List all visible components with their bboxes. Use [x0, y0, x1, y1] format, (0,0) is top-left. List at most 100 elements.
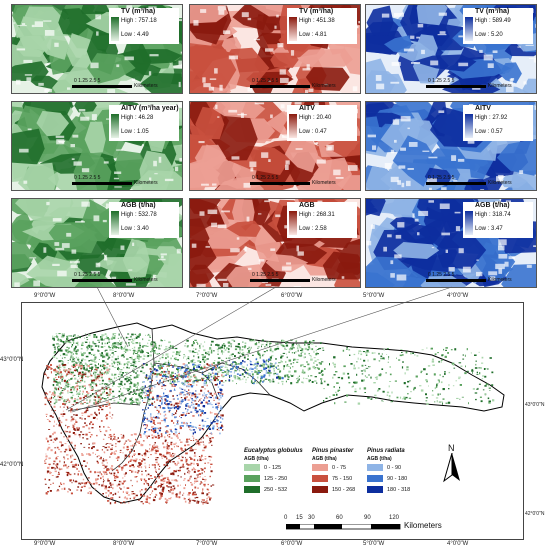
panel-legend-title: TV (m³/ha) — [299, 8, 334, 15]
panel-legend-title: TV (m³/ha) — [475, 8, 510, 15]
scale-tick-15: 15 — [296, 515, 303, 521]
panel-legend-ramp — [289, 211, 297, 235]
main-scale-bar: 0 15 30 60 90 120 Kilometers — [284, 515, 484, 535]
lon-label-top-4w: 4°0'0"W — [447, 293, 469, 299]
panel-legend-title: AITV — [475, 105, 491, 112]
legend-euc-swatch-3 — [244, 486, 260, 493]
legend-rad-label-1: 0 - 90 — [387, 465, 402, 471]
panel-legend-high: High : 46.28 — [121, 115, 154, 121]
legend-rad-label-2: 90 - 180 — [387, 476, 408, 482]
main-map-canvas — [41, 322, 505, 505]
scale-unit: Kilometers — [404, 521, 442, 530]
main-map: Eucalyptus globulus AGB (t/ha) 0 - 125 1… — [21, 302, 524, 540]
panel-raster-radiata-agb — [366, 199, 536, 287]
panel-pinaster-agb: AGB High : 268.31 Low : 2.58 Kilometers 0 1.… — [189, 198, 361, 288]
panel-legend-low: Low : 4.49 — [121, 32, 149, 38]
scale-tick-30: 30 — [308, 515, 315, 521]
panel-legend-ramp — [465, 114, 473, 138]
panel-scale-bar: Kilometers — [72, 180, 158, 187]
panel-legend-title: AGB (t/ha) — [475, 202, 510, 209]
legend-pin-swatch-1 — [312, 464, 328, 471]
legend-rad-sub: AGB (t/ha) — [367, 456, 392, 462]
panel-scale-bar: Kilometers — [426, 277, 512, 284]
legend-euc-swatch-2 — [244, 475, 260, 482]
panel-scale-graphic — [426, 279, 486, 282]
panel-legend-high: High : 757.18 — [121, 18, 157, 24]
panel-legend-low: Low : 1.05 — [121, 129, 149, 135]
panel-scale-bar: Kilometers — [250, 180, 336, 187]
scale-tick-60: 60 — [336, 515, 343, 521]
panel-pinaster-aitv: AITV High : 20.40 Low : 0.47 Kilometers 0 1.… — [189, 101, 361, 191]
legend-rad-swatch-1 — [367, 464, 383, 471]
legend-pin-label-2: 75 - 150 — [332, 476, 353, 482]
panel-scale-unit: Kilometers — [134, 277, 158, 283]
pixels-pinaster-south — [102, 433, 215, 505]
panel-legend-high: High : 532.78 — [121, 212, 157, 218]
panel-scale-bar: Kilometers — [72, 277, 158, 284]
panel-scale-unit: Kilometers — [312, 83, 336, 89]
panel-legend-low: Low : 4.81 — [299, 32, 327, 38]
lon-label-top-7w: 7°0'0"W — [196, 293, 218, 299]
panel-legend-title: AITV (m³/ha year) — [121, 105, 179, 112]
panel-radiata-aitv: AITV High : 27.92 Low : 0.57 Kilometers 0 1.… — [365, 101, 537, 191]
panel-legend-pinaster-tv: TV (m³/ha) High : 451.38 Low : 4.81 — [287, 8, 357, 44]
lon-label-top-6w: 6°0'0"W — [281, 293, 303, 299]
legend-rad-swatch-2 — [367, 475, 383, 482]
north-arrow: N — [440, 443, 464, 483]
panel-legend-radiata-tv: TV (m³/ha) High : 589.49 Low : 5.20 — [463, 8, 533, 44]
legend-euc-sub: AGB (t/ha) — [244, 456, 269, 462]
panel-eucalyptus-tv: TV (m³/ha) High : 757.18 Low : 4.49 Kilomet… — [11, 4, 183, 94]
panel-legend-ramp — [111, 211, 119, 235]
lat-label-left-42n: 42°0'0"N — [0, 462, 24, 468]
lon-label-top-5w: 5°0'0"W — [363, 293, 385, 299]
panel-legend-pinaster-aitv: AITV High : 20.40 Low : 0.47 — [287, 105, 357, 141]
panel-legend-eucalyptus-aitv: AITV (m³/ha year) High : 46.28 Low : 1.05 — [109, 105, 179, 141]
lat-label-right-42n: 42°0'0"N — [525, 511, 545, 517]
legend-rad-label-3: 180 - 318 — [387, 487, 411, 493]
panel-eucalyptus-agb: AGB (t/ha) High : 532.78 Low : 3.40 Kilomet… — [11, 198, 183, 288]
panel-eucalyptus-aitv: AITV (m³/ha year) High : 46.28 Low : 1.05 K… — [11, 101, 183, 191]
lon-label-bottom-7w: 7°0'0"W — [196, 541, 218, 547]
panel-scale-unit: Kilometers — [134, 83, 158, 89]
panel-legend-low: Low : 0.57 — [475, 129, 503, 135]
legend-euc-title: Eucalyptus globulus — [244, 448, 303, 454]
panel-radiata-tv: TV (m³/ha) High : 589.49 Low : 5.20 Kilomet… — [365, 4, 537, 94]
lon-label-bottom-8w: 8°0'0"W — [113, 541, 135, 547]
panel-scale-graphic — [426, 182, 486, 185]
north-label: N — [448, 443, 455, 453]
panel-scale-graphic — [250, 182, 310, 185]
panel-legend-title: TV (m³/ha) — [121, 8, 156, 15]
legend-euc-label-2: 125 - 250 — [264, 476, 288, 482]
panel-legend-high: High : 27.92 — [475, 115, 508, 121]
legend-euc-label-3: 250 - 532 — [264, 487, 288, 493]
panel-scale-bar: Kilometers — [426, 83, 512, 90]
panel-legend-ramp — [465, 17, 473, 41]
legend-pin-title: Pinus pinaster — [312, 448, 354, 454]
panel-scale-unit: Kilometers — [488, 83, 512, 89]
legend-pin-label-1: 0 - 75 — [332, 465, 347, 471]
legend-rad-title: Pinus radiata — [367, 448, 405, 454]
panel-scale-graphic — [250, 85, 310, 88]
panel-scale-numbers: 0 1.25 2.5 5 — [74, 78, 101, 84]
lon-label-top-8w: 8°0'0"W — [113, 293, 135, 299]
panel-legend-ramp — [465, 211, 473, 235]
panel-legend-title: AGB (t/ha) — [121, 202, 156, 209]
panel-scale-bar: Kilometers — [72, 83, 158, 90]
panel-legend-ramp — [111, 17, 119, 41]
panel-legend-low: Low : 3.47 — [475, 226, 503, 232]
legend-pin-sub: AGB (t/ha) — [312, 456, 337, 462]
lat-label-right-43n: 43°0'0"N — [525, 402, 545, 408]
panel-scale-graphic — [72, 279, 132, 282]
panel-radiata-agb: AGB (t/ha) High : 318.74 Low : 3.47 Kilomet… — [365, 198, 537, 288]
panel-scale-graphic — [72, 85, 132, 88]
legend-euc-label-1: 0 - 125 — [264, 465, 282, 471]
scale-bar-graphic — [286, 524, 401, 530]
panel-legend-ramp — [289, 114, 297, 138]
panel-legend-low: Low : 5.20 — [475, 32, 503, 38]
panel-scale-numbers: 0 1.25 2.5 5 — [428, 175, 455, 181]
lon-label-top-9w: 9°0'0"W — [34, 293, 56, 299]
lon-label-bottom-5w: 5°0'0"W — [363, 541, 385, 547]
panel-legend-eucalyptus-agb: AGB (t/ha) High : 532.78 Low : 3.40 — [109, 202, 179, 238]
legend-rad-swatch-3 — [367, 486, 383, 493]
panel-scale-graphic — [250, 279, 310, 282]
